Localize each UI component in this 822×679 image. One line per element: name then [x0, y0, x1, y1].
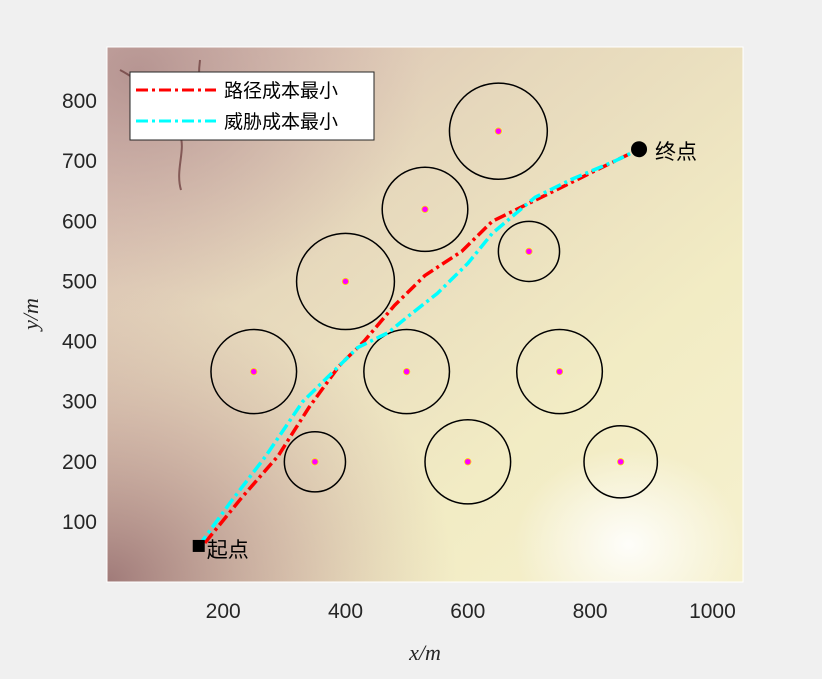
threat-circle-2 — [497, 220, 561, 283]
x-tick-label: 400 — [328, 600, 363, 623]
threat-center-0 — [494, 127, 502, 135]
legend: 路径成本最小 威胁成本最小 — [129, 71, 375, 141]
threat-circle-0 — [448, 82, 549, 180]
y-tick-label: 100 — [62, 511, 97, 534]
threat-center-8 — [464, 458, 472, 466]
end-marker — [631, 141, 648, 158]
y-tick-label: 300 — [62, 391, 97, 414]
threat-circle-4 — [210, 328, 298, 415]
start-label: 起点 — [207, 538, 249, 562]
legend-label-threat-cost: 威胁成本最小 — [224, 111, 338, 133]
threat-circle-3 — [295, 232, 396, 331]
threat-center-3 — [341, 277, 350, 286]
x-tick-label: 800 — [573, 600, 608, 623]
threat-circle-7 — [283, 430, 347, 493]
threat-circle-8 — [424, 418, 512, 505]
threat-circle-9 — [583, 424, 659, 499]
x-axis-label: x/m — [408, 640, 441, 665]
terrain-background — [107, 47, 743, 582]
y-tick-label: 600 — [62, 210, 97, 233]
threat-center-5 — [403, 368, 411, 376]
threat-center-6 — [555, 368, 564, 376]
threat-center-1 — [421, 205, 429, 213]
threat-circle-1 — [381, 166, 469, 253]
x-tick-label: 200 — [206, 600, 241, 623]
x-tick-label: 600 — [450, 600, 485, 623]
threat-circle-5 — [363, 328, 451, 415]
threat-center-9 — [617, 458, 625, 466]
threat-circle-6 — [515, 328, 604, 415]
y-tick-label: 800 — [62, 90, 97, 113]
path-series — [197, 147, 640, 547]
y-axis-label: y/m — [18, 298, 43, 332]
start-marker — [192, 539, 205, 552]
axis-ticks: 200 400 600 800 1000 100 200 300 400 500 600 700 800 — [62, 90, 736, 623]
legend-label-path-cost: 路径成本最小 — [224, 80, 338, 102]
threat-zones — [210, 82, 659, 505]
y-tick-label: 200 — [62, 451, 97, 474]
series-line-0 — [203, 147, 640, 545]
legend-box — [129, 71, 375, 141]
threat-center-7 — [311, 458, 319, 466]
y-tick-label: 400 — [62, 331, 97, 354]
end-label: 终点 — [655, 140, 697, 164]
threat-center-4 — [250, 368, 258, 376]
axes-box — [106, 46, 744, 583]
threat-center-2 — [525, 247, 533, 255]
y-tick-label: 500 — [62, 270, 97, 293]
series-line-1 — [197, 147, 640, 547]
y-tick-label: 700 — [62, 150, 97, 173]
endpoint-markers: 起点 终点 — [192, 140, 697, 562]
x-tick-label: 1000 — [689, 600, 736, 623]
